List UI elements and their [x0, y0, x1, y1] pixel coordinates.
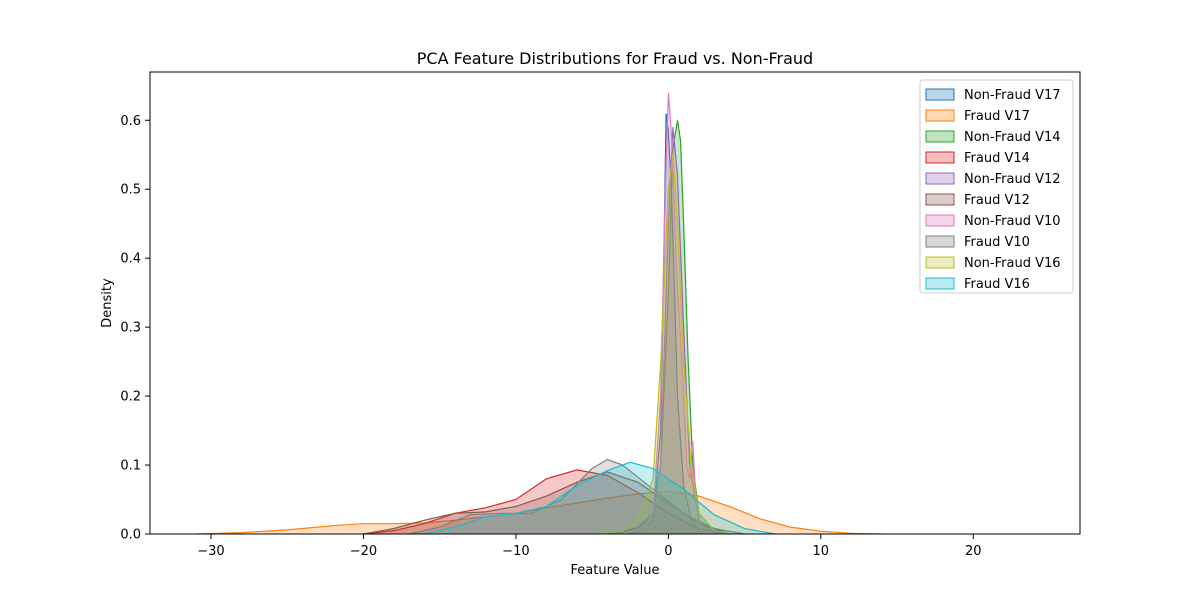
legend-label: Non-Fraud V16 [964, 256, 1061, 271]
legend-swatch [925, 235, 955, 248]
y-tick-label: 0.1 [120, 459, 141, 474]
y-tick-label: 0.0 [120, 528, 141, 543]
plot-frame [149, 71, 1081, 535]
y-tick-label: 0.6 [120, 114, 141, 129]
legend-box [919, 79, 1074, 294]
legend-swatch [925, 151, 955, 164]
legend-swatch [925, 88, 955, 101]
x-axis: −30 −20 −10 0 10 20 [197, 534, 982, 559]
chart-title: PCA Feature Distributions for Fraud vs. … [417, 49, 813, 68]
y-axis-label: Density [100, 278, 115, 328]
legend: Non-Fraud V17 Fraud V17 Non-Fraud V14 Fraud… [919, 79, 1074, 294]
legend-label: Non-Fraud V14 [964, 130, 1061, 145]
legend-label: Non-Fraud V10 [964, 214, 1061, 229]
series-area-5 [363, 471, 730, 534]
series-line-3 [363, 469, 730, 535]
y-tick-label: 0.2 [120, 390, 141, 405]
series-area-2 [607, 120, 730, 535]
series-area-9 [424, 462, 776, 534]
legend-swatch [925, 193, 955, 206]
x-tick-label: 10 [813, 544, 830, 559]
series-line-7 [409, 458, 745, 535]
series-line-4 [592, 127, 730, 535]
series-area-1 [195, 491, 882, 534]
legend-label: Non-Fraud V12 [964, 172, 1061, 187]
series-area-6 [622, 92, 715, 534]
x-tick-label: −10 [502, 544, 529, 559]
x-tick-label: 0 [664, 544, 672, 559]
y-axis: 0.0 0.1 0.2 0.3 0.4 0.5 0.6 [120, 114, 150, 543]
y-tick-label: 0.3 [120, 321, 141, 336]
legend-label: Fraud V16 [964, 277, 1030, 292]
series-line-9 [424, 461, 776, 535]
series-area-0 [622, 113, 715, 535]
series-line-8 [592, 154, 730, 535]
legend-swatch [925, 256, 955, 269]
x-tick-label: −30 [197, 544, 224, 559]
legend-swatch [925, 277, 955, 290]
y-tick-label: 0.4 [120, 252, 141, 267]
legend-label: Fraud V14 [964, 151, 1030, 166]
series-area-3 [363, 469, 730, 534]
legend-swatch [925, 109, 955, 122]
x-axis-label: Feature Value [571, 563, 660, 578]
x-tick-label: 20 [965, 544, 982, 559]
y-tick-label: 0.5 [120, 183, 141, 198]
series-line-1 [195, 490, 882, 535]
series-area-8 [592, 154, 730, 534]
series-layer [195, 92, 882, 535]
legend-label: Non-Fraud V17 [964, 88, 1061, 103]
legend-swatch [925, 130, 955, 143]
series-line-5 [363, 471, 730, 535]
series-line-6 [622, 92, 715, 535]
legend-label: Fraud V10 [964, 235, 1030, 250]
legend-swatch [925, 214, 955, 227]
x-tick-label: −20 [350, 544, 377, 559]
legend-label: Fraud V12 [964, 193, 1030, 208]
legend-label: Fraud V17 [964, 109, 1030, 124]
legend-swatch [925, 172, 955, 185]
